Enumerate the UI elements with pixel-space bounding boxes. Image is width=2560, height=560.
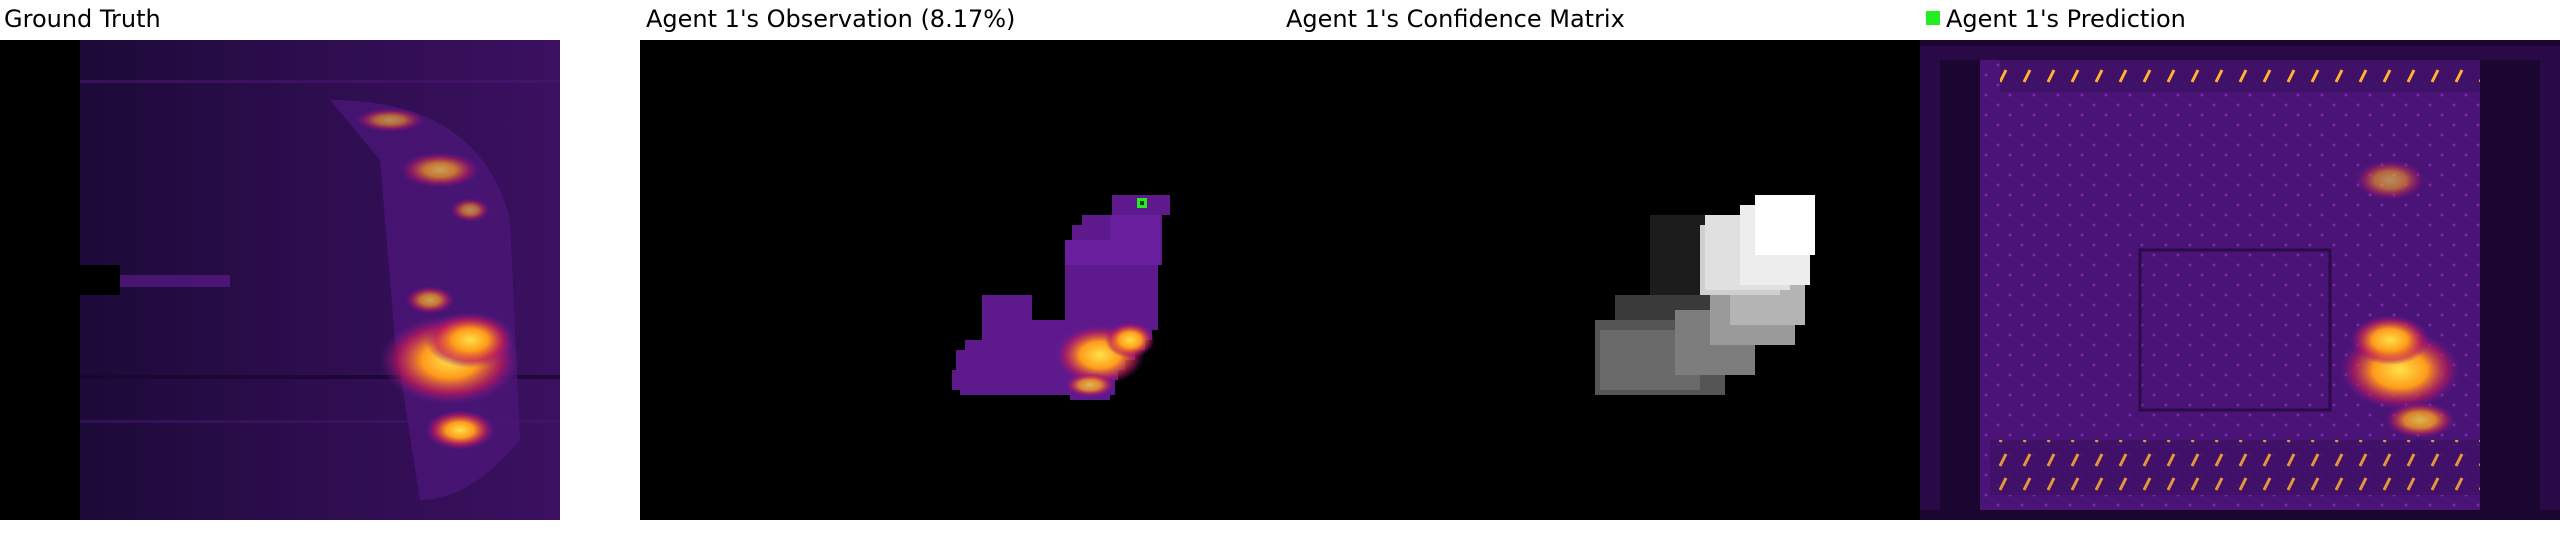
confidence-matrix-image xyxy=(1280,40,1920,520)
title-observation: Agent 1's Observation (8.17%) xyxy=(646,5,1016,33)
confidence-panel xyxy=(1280,40,1920,520)
observation-panel xyxy=(640,40,1280,520)
title-prediction: Agent 1's Prediction xyxy=(1946,5,2186,33)
prediction-panel xyxy=(1920,40,2560,520)
ground-truth-panel xyxy=(0,40,640,520)
title-ground-truth: Ground Truth xyxy=(4,5,161,33)
title-prediction-wrapper: Agent 1's Prediction xyxy=(1926,4,2186,34)
prediction-image xyxy=(1920,40,2560,520)
green-square-icon xyxy=(1926,11,1940,25)
title-confidence-matrix: Agent 1's Confidence Matrix xyxy=(1286,5,1625,33)
ground-truth-image xyxy=(0,40,640,520)
observation-image xyxy=(640,40,1280,520)
